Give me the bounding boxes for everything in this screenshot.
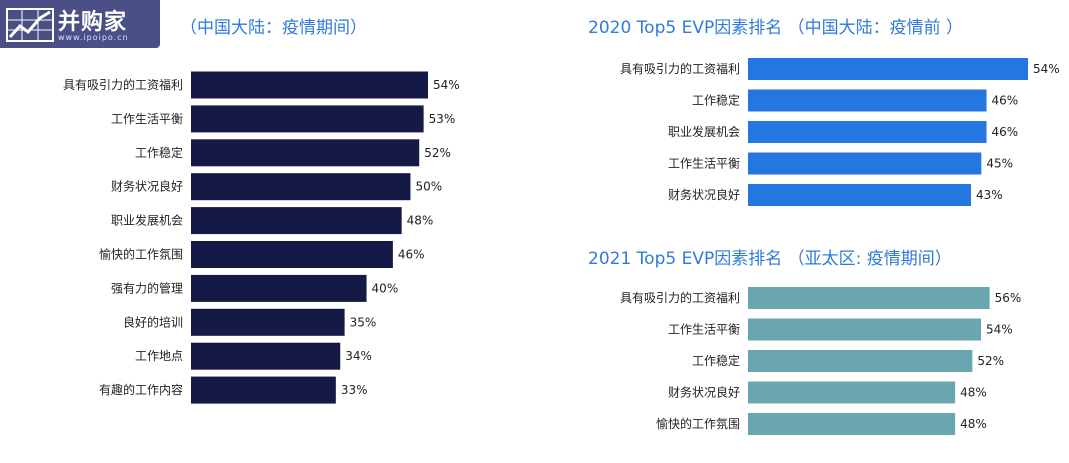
top-right-chart-bar — [748, 89, 987, 112]
left-chart-bar — [191, 376, 336, 404]
left-chart-value-label: 52% — [424, 146, 451, 160]
left-chart-bar — [191, 71, 428, 99]
left-chart-category-label: 强有力的管理 — [111, 280, 183, 295]
left-chart-bar — [191, 139, 420, 167]
bottom-right-chart-bar — [748, 381, 956, 404]
top-right-chart-bar — [748, 121, 987, 143]
left-chart-category-label: 财务状况良好 — [111, 179, 183, 194]
left-chart-bar — [191, 274, 367, 302]
left-chart-bar — [191, 308, 345, 336]
top-right-chart-bar — [748, 58, 1028, 80]
top-right-chart-category-label: 职业发展机会 — [668, 124, 740, 139]
left-chart-value-label: 46% — [398, 248, 425, 262]
left-chart-category-label: 职业发展机会 — [111, 213, 183, 228]
left-chart-category-label: 有趣的工作内容 — [99, 382, 183, 397]
top-right-chart-value-label: 54% — [1033, 62, 1060, 76]
bottom-right-chart-category-label: 具有吸引力的工资福利 — [620, 290, 740, 305]
logo-url: www.ipoipo.cn — [58, 33, 129, 42]
bottom-right-chart-bar — [748, 287, 990, 309]
left-chart-value-label: 35% — [350, 315, 377, 329]
bottom-right-chart-value-label: 54% — [986, 323, 1013, 337]
left-chart-bar — [191, 207, 402, 235]
bottom-right-chart-category-label: 愉快的工作氛围 — [656, 416, 740, 431]
top-right-chart-value-label: 46% — [992, 125, 1019, 139]
bottom-right-chart-category-label: 财务状况良好 — [668, 385, 740, 400]
left-chart-category-label: 工作生活平衡 — [111, 112, 183, 126]
left-chart-value-label: 48% — [407, 214, 434, 228]
top-right-chart-bar — [748, 184, 971, 206]
bottom-right-chart-bar — [748, 318, 981, 341]
top-right-chart-title: 2020 Top5 EVP因素排名 （中国大陆：疫情前 ） — [588, 18, 964, 38]
left-chart-value-label: 40% — [372, 281, 399, 295]
left-chart-category-label: 工作稳定 — [135, 145, 183, 160]
left-chart-bar — [191, 342, 341, 370]
bottom-right-chart-bar — [748, 413, 956, 435]
bottom-right-chart-value-label: 48% — [960, 417, 987, 431]
left-chart-category-label: 良好的培训 — [123, 314, 183, 329]
left-chart-value-label: 50% — [415, 180, 442, 194]
left-chart-value-label: 53% — [429, 112, 456, 126]
logo-brand: 并购家 — [58, 10, 128, 35]
left-chart-bar — [191, 241, 393, 268]
left-chart-category-label: 具有吸引力的工资福利 — [63, 77, 183, 92]
top-right-chart-value-label: 43% — [976, 188, 1003, 202]
bottom-right-chart-value-label: 56% — [995, 291, 1022, 305]
bottom-right-chart-category-label: 工作稳定 — [692, 353, 740, 368]
top-right-chart-category-label: 具有吸引力的工资福利 — [620, 61, 740, 76]
bottom-right-chart-value-label: 52% — [977, 354, 1004, 368]
top-right-chart-value-label: 46% — [992, 94, 1019, 108]
top-right-chart-category-label: 财务状况良好 — [668, 187, 740, 202]
top-right-chart-category-label: 工作稳定 — [692, 93, 740, 108]
bottom-right-chart-value-label: 48% — [960, 386, 987, 400]
left-chart-value-label: 54% — [433, 78, 460, 92]
left-chart-bar — [191, 173, 411, 201]
growth-chart-icon — [6, 8, 54, 42]
top-right-chart-bar — [748, 152, 982, 175]
left-chart-category-label: 愉快的工作氛围 — [99, 247, 183, 262]
bottom-right-chart-bar — [748, 350, 973, 372]
left-chart-value-label: 34% — [345, 349, 372, 363]
left-chart-title: （中国大陆：疫情期间） — [180, 18, 367, 38]
top-right-chart-category-label: 工作生活平衡 — [668, 157, 740, 171]
left-chart-bar — [191, 105, 424, 133]
bottom-right-chart-category-label: 工作生活平衡 — [668, 323, 740, 337]
left-chart-value-label: 33% — [341, 383, 368, 397]
bottom-right-chart-title: 2021 Top5 EVP因素排名 （亚太区: 疫情期间） — [588, 249, 952, 269]
logo: 并购家 www.ipoipo.cn — [0, 0, 160, 48]
left-chart-category-label: 工作地点 — [135, 349, 183, 363]
top-right-chart-value-label: 45% — [986, 157, 1013, 171]
